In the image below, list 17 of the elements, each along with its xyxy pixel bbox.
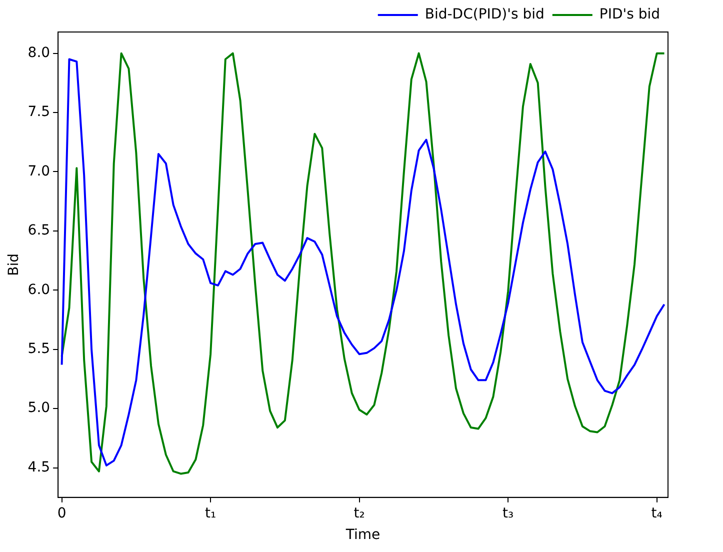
x-axis-title: Time xyxy=(344,527,380,544)
x-tick-label: t₄ xyxy=(651,505,663,522)
legend-label: Bid-DC(PID)'s bid xyxy=(424,6,544,23)
y-tick-label: 8.0 xyxy=(28,44,50,61)
x-tick-label: t₃ xyxy=(502,505,514,522)
y-tick-label: 4.5 xyxy=(28,459,50,476)
y-tick-label: 7.0 xyxy=(28,163,50,180)
x-tick-label: t₁ xyxy=(204,505,216,522)
y-tick-label: 6.0 xyxy=(28,282,50,298)
legend-label: PID's bid xyxy=(599,6,660,23)
x-tick-label: t₂ xyxy=(354,505,365,522)
y-tick-label: 7.5 xyxy=(28,104,50,120)
y-axis-title: Bid xyxy=(6,254,22,276)
y-tick-label: 6.5 xyxy=(28,222,50,239)
y-tick-label: 5.0 xyxy=(28,400,50,416)
y-tick-label: 5.5 xyxy=(28,341,50,358)
x-tick-label: 0 xyxy=(57,505,66,522)
